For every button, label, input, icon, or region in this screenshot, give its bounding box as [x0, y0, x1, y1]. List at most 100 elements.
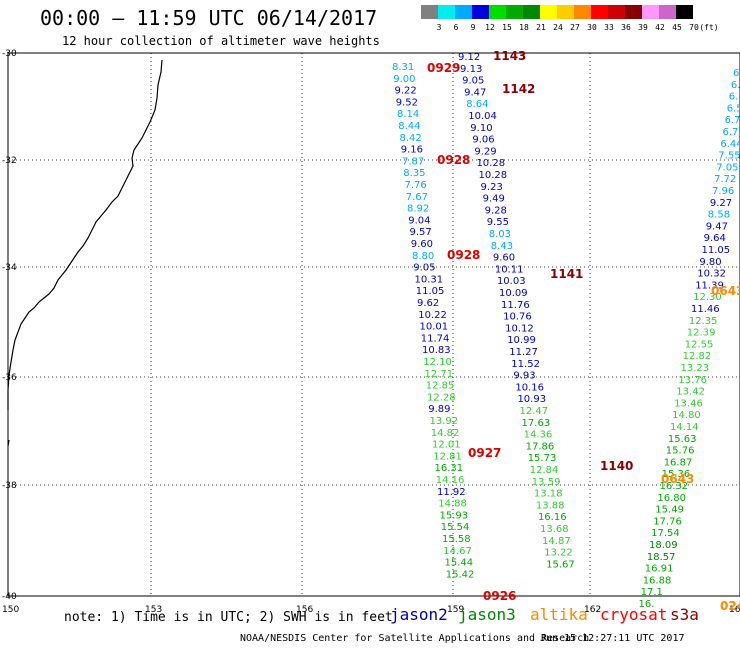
footer-note: note: 1) Time is in UTC; 2) SWH is in fe… [64, 610, 393, 625]
track-value: 15.67 [546, 559, 575, 570]
legend-swatch [540, 5, 557, 19]
track-value: 8.44 [398, 121, 420, 132]
track-value: 12.84 [530, 465, 559, 476]
track-value: 13.22 [544, 548, 573, 559]
lon-tick-label: 156 [296, 605, 313, 615]
track-value: 7.96 [712, 186, 734, 197]
track-value: 10.83 [422, 345, 451, 356]
lat-tick-label: -34 [2, 263, 17, 273]
legend-swatch [591, 5, 608, 19]
legend-swatch [472, 5, 489, 19]
track-value: 16.16 [538, 512, 567, 523]
legend-label: 9 [470, 23, 476, 32]
track-value: 7.05 [716, 162, 738, 173]
track-time-label: 0927 [468, 446, 501, 460]
track-value: 13.92 [430, 416, 459, 427]
track-value: 8.42 [400, 133, 422, 144]
legend-label: 30 [587, 23, 597, 32]
lon-tick-label: 150 [2, 605, 19, 615]
track-value: 14.67 [443, 546, 472, 557]
track-value: 9.06 [472, 135, 494, 146]
lon-tick-label: 165 [729, 605, 740, 615]
track-value: 9.47 [706, 221, 728, 232]
track-value: 7.76 [405, 180, 427, 191]
track-value: 15.58 [442, 534, 471, 545]
track-value: 9.22 [395, 86, 417, 97]
track-value: 11.52 [511, 359, 540, 370]
legend-label: 18 [519, 23, 529, 32]
track-value: 9.27 [710, 198, 732, 209]
track-value: 6. [733, 68, 740, 79]
track-value: 8.31 [392, 62, 414, 73]
track-value: 15.76 [666, 446, 695, 457]
track-time-label: 024 [720, 599, 740, 613]
legend-swatch [625, 5, 642, 19]
track-value: 16.87 [664, 457, 693, 468]
track-value: 9.13 [460, 64, 482, 75]
track-time-label: 0928 [447, 248, 480, 262]
track-value: 13.68 [540, 524, 569, 535]
track-value: 9.23 [481, 182, 503, 193]
lat-tick-label: -38 [2, 481, 17, 491]
track-value: 9.60 [493, 253, 515, 264]
track-value: 11.76 [501, 300, 530, 311]
lon-tick-label: 162 [584, 605, 601, 615]
track-value: 6.79 [725, 115, 740, 126]
coastline [7, 59, 163, 410]
track-value: 10.03 [497, 276, 526, 287]
track-value: 12.81 [433, 451, 462, 462]
track-value: 10.16 [515, 382, 544, 393]
track-value: 10.11 [495, 264, 524, 275]
track-value: 9.60 [411, 239, 433, 250]
track-value: 9.16 [401, 145, 423, 156]
track-value: 12.55 [685, 339, 714, 350]
track-value: 12.71 [425, 369, 454, 380]
track-value: 11.39 [695, 280, 724, 291]
legend-swatch [506, 5, 523, 19]
legend-swatch [574, 5, 591, 19]
track-value: 8.43 [491, 241, 513, 252]
map-frame [7, 52, 740, 597]
track-value: 16.88 [643, 575, 672, 586]
track-value: 9.80 [699, 257, 721, 268]
track-value: 11.46 [691, 304, 720, 315]
track-value: 13.42 [676, 387, 705, 398]
legend-swatch [676, 5, 693, 19]
track-value: 17.1 [641, 587, 663, 598]
track-value: 11.92 [437, 487, 466, 498]
track-value: 12.39 [687, 328, 716, 339]
track-value: 16.80 [657, 493, 686, 504]
track-value: 18.57 [647, 552, 676, 563]
legend-swatch [523, 5, 540, 19]
lon-tick-label: 153 [145, 605, 162, 615]
track-time-label: 0643 [661, 472, 694, 486]
track-value: 6.44 [720, 139, 740, 150]
track-value: 12.82 [683, 351, 712, 362]
track-value: 9.55 [487, 217, 509, 228]
track-value: 7.55 [718, 151, 740, 162]
credit-line: NOAA/NESDIS Center for Satellite Applica… [240, 633, 590, 644]
legend-label: 36 [621, 23, 631, 32]
track-value: 11.05 [416, 286, 445, 297]
track-value: 13.23 [681, 363, 710, 374]
track-value: 8.58 [708, 210, 730, 221]
track-value: 11.27 [509, 347, 538, 358]
track-value: 12.01 [432, 440, 461, 451]
satellite-label-s3a: s3a [670, 605, 699, 624]
legend-label: 45 [672, 23, 682, 32]
legend-swatch [455, 5, 472, 19]
legend-label: 24 [553, 23, 563, 32]
track-value: 9.29 [474, 146, 496, 157]
legend-swatch [642, 5, 659, 19]
track-value: 13.76 [678, 375, 707, 386]
track-value: 17.54 [651, 528, 680, 539]
legend-label: 39 [638, 23, 648, 32]
lat-tick-label: -32 [2, 156, 17, 166]
track-value: 9.62 [417, 298, 439, 309]
track-value: 9.52 [396, 97, 418, 108]
satellite-label-altika: altika [530, 605, 588, 624]
track-value: 12.28 [427, 392, 456, 403]
track-value: 9.49 [483, 194, 505, 205]
track-value: 9.28 [485, 205, 507, 216]
track-value: 6.56 [727, 103, 740, 114]
